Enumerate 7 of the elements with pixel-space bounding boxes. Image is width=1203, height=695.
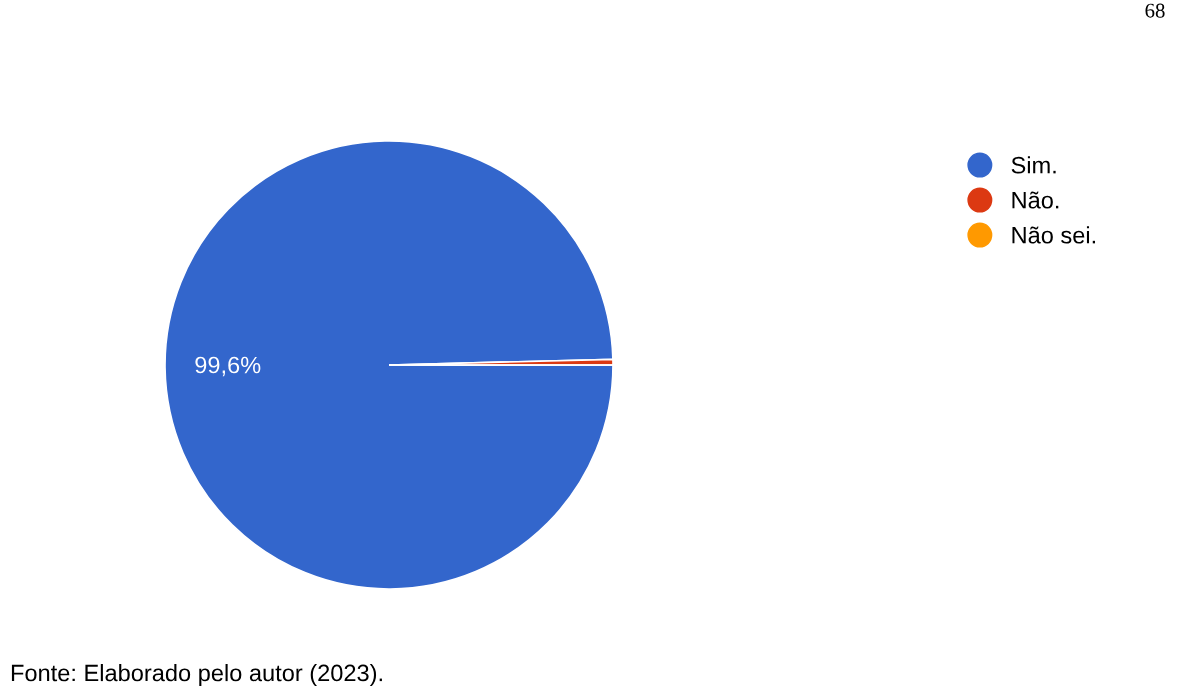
legend-label: Não sei. [1012,226,1096,244]
pie-slice [164,140,614,590]
legend-label: Não. [1012,191,1059,209]
source-note: Fonte: Elaborado pelo autor (2023). [11,663,382,687]
data-label: 99,6% [195,356,261,377]
legend-label: Sim. [1011,156,1056,174]
text: 68 [1145,3,1165,18]
